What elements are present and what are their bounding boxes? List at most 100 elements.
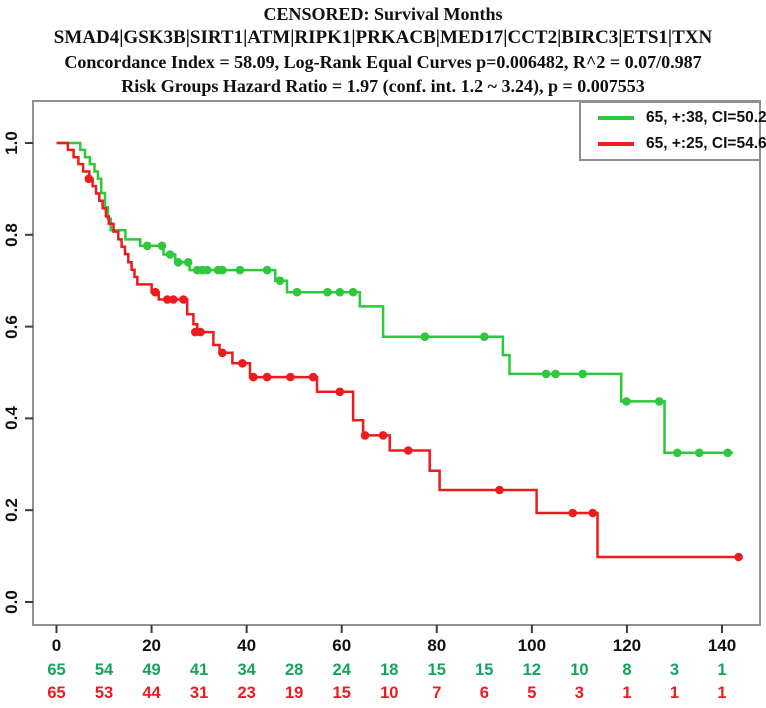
green-risk-group-censor-mark [723, 448, 732, 458]
green-risk-group-censor-mark [173, 258, 183, 267]
green-at-risk-count: 12 [522, 661, 542, 679]
green-risk-group-curve [56, 141, 733, 455]
green-at-risk-count: 24 [332, 661, 351, 679]
red-risk-group-censor-mark [249, 372, 258, 382]
legend-entry: 65, +:25, CI=54.6 [581, 132, 766, 156]
green-risk-group-censor-mark [551, 369, 560, 379]
green-at-risk-count: 28 [284, 661, 304, 679]
green-risk-group-censor-mark [335, 287, 345, 297]
red-at-risk-count: 5 [527, 684, 537, 702]
green-risk-group-censor-mark [165, 250, 175, 259]
green-risk-group-censor-mark [480, 332, 489, 342]
red-at-risk-count: 6 [479, 684, 489, 702]
y-tick-label: 0.8 [2, 222, 21, 247]
green-at-risk-count: 8 [622, 661, 632, 679]
red-risk-group-censor-mark [495, 485, 504, 495]
red-at-risk-count: 31 [189, 684, 209, 702]
green-risk-group-censor-mark [348, 287, 358, 297]
green-risk-group-censor-mark [157, 241, 167, 251]
red-risk-group-censor-mark [238, 359, 247, 368]
title-gene-signature: SMAD4|GSK3B|SIRT1|ATM|RIPK1|PRKACB|MED17… [53, 27, 713, 48]
red-risk-group-censor-mark [308, 372, 318, 382]
y-tick-label: 0.6 [2, 314, 21, 339]
legend-line-swatch [598, 142, 634, 146]
green-risk-group-censor-mark [673, 448, 682, 458]
green-risk-group-censor-mark [323, 287, 332, 297]
red-at-risk-count: 44 [142, 684, 161, 702]
red-risk-group-censor-mark [734, 552, 743, 562]
green-at-risk-count: 49 [142, 661, 161, 679]
x-tick-label: 40 [237, 636, 257, 655]
plot-title-block: CENSORED: Survival Months SMAD4|GSK3B|SI… [0, 2, 766, 98]
y-tick-label: 0.4 [2, 406, 21, 431]
green-risk-group-censor-mark [143, 241, 152, 251]
red-risk-group-curve [56, 141, 739, 559]
legend-entry: 65, +:38, CI=50.2 [581, 106, 766, 130]
red-risk-group-censor-mark [360, 431, 370, 440]
green-risk-group-censor-mark [262, 265, 272, 275]
green-at-risk-count: 10 [570, 661, 589, 679]
green-at-risk-count: 65 [47, 661, 66, 679]
red-at-risk-count: 65 [47, 684, 66, 702]
red-at-risk-count: 1 [717, 684, 727, 702]
legend-line-swatch [598, 116, 634, 120]
x-tick-label: 80 [427, 636, 447, 655]
green-risk-group-censor-mark [235, 265, 245, 275]
title-censored-variable: CENSORED: Survival Months [263, 4, 503, 24]
red-at-risk-count: 15 [332, 684, 351, 702]
red-at-risk-count: 3 [574, 684, 584, 702]
red-at-risk-count: 10 [380, 684, 399, 702]
red-at-risk-count: 53 [94, 684, 114, 702]
green-risk-group-censor-mark [578, 369, 587, 379]
red-risk-group-censor-mark [163, 295, 172, 304]
y-tick-label: 0.2 [2, 498, 21, 523]
green-at-risk-count: 1 [717, 661, 727, 679]
y-tick-label: 0.0 [2, 590, 21, 614]
red-risk-group-censor-mark [218, 348, 227, 358]
red-risk-group-censor-mark [378, 431, 388, 440]
green-risk-group-censor-mark [202, 265, 212, 275]
title-hazard-ratio: Risk Groups Hazard Ratio = 1.97 (conf. i… [121, 76, 645, 96]
plot-frame [32, 100, 761, 626]
title-concordance-stats: Concordance Index = 58.09, Log-Rank Equa… [64, 52, 702, 72]
x-tick-label: 60 [332, 636, 352, 655]
green-risk-group-censor-mark [183, 258, 193, 267]
green-risk-group-censor-mark [275, 276, 285, 286]
legend: 65, +:38, CI=50.2 65, +:25, CI=54.6 [579, 101, 766, 161]
red-risk-group-censor-mark [84, 174, 94, 184]
green-at-risk-count: 34 [237, 661, 256, 679]
red-risk-group-censor-mark [404, 446, 413, 455]
green-risk-group-censor-mark [622, 397, 631, 406]
legend-label: 65, +:38, CI=50.2 [646, 109, 766, 126]
x-tick-label: 140 [707, 636, 737, 655]
red-at-risk-count: 19 [284, 684, 304, 702]
red-at-risk-count: 23 [237, 684, 256, 702]
green-at-risk-count: 15 [475, 661, 494, 679]
red-risk-group-censor-mark [335, 387, 345, 397]
red-risk-group-censor-mark [286, 372, 295, 382]
red-risk-group-censor-mark [262, 372, 272, 382]
legend-label: 65, +:25, CI=54.6 [646, 135, 766, 152]
red-risk-group-censor-mark [588, 508, 597, 518]
green-at-risk-count: 54 [94, 661, 114, 679]
green-at-risk-count: 15 [427, 661, 446, 679]
red-risk-group-censor-mark [568, 508, 577, 518]
x-tick-label: 120 [612, 636, 642, 655]
red-risk-group-censor-mark [151, 287, 160, 297]
red-risk-group-censor-mark [169, 295, 178, 304]
x-tick-label: 100 [517, 636, 547, 655]
x-tick-label: 0 [51, 636, 62, 655]
red-at-risk-count: 7 [432, 684, 442, 702]
red-risk-group-censor-mark [196, 327, 205, 337]
green-risk-group-censor-mark [292, 287, 302, 297]
x-tick-label: 20 [142, 636, 162, 655]
y-tick-label: 1.0 [2, 131, 21, 155]
red-risk-group-censor-mark [179, 295, 188, 304]
green-at-risk-count: 41 [189, 661, 209, 679]
green-risk-group-censor-mark [420, 332, 430, 342]
green-risk-group-censor-mark [541, 369, 551, 379]
green-risk-group-censor-mark [655, 397, 664, 406]
green-at-risk-count: 3 [669, 661, 680, 679]
